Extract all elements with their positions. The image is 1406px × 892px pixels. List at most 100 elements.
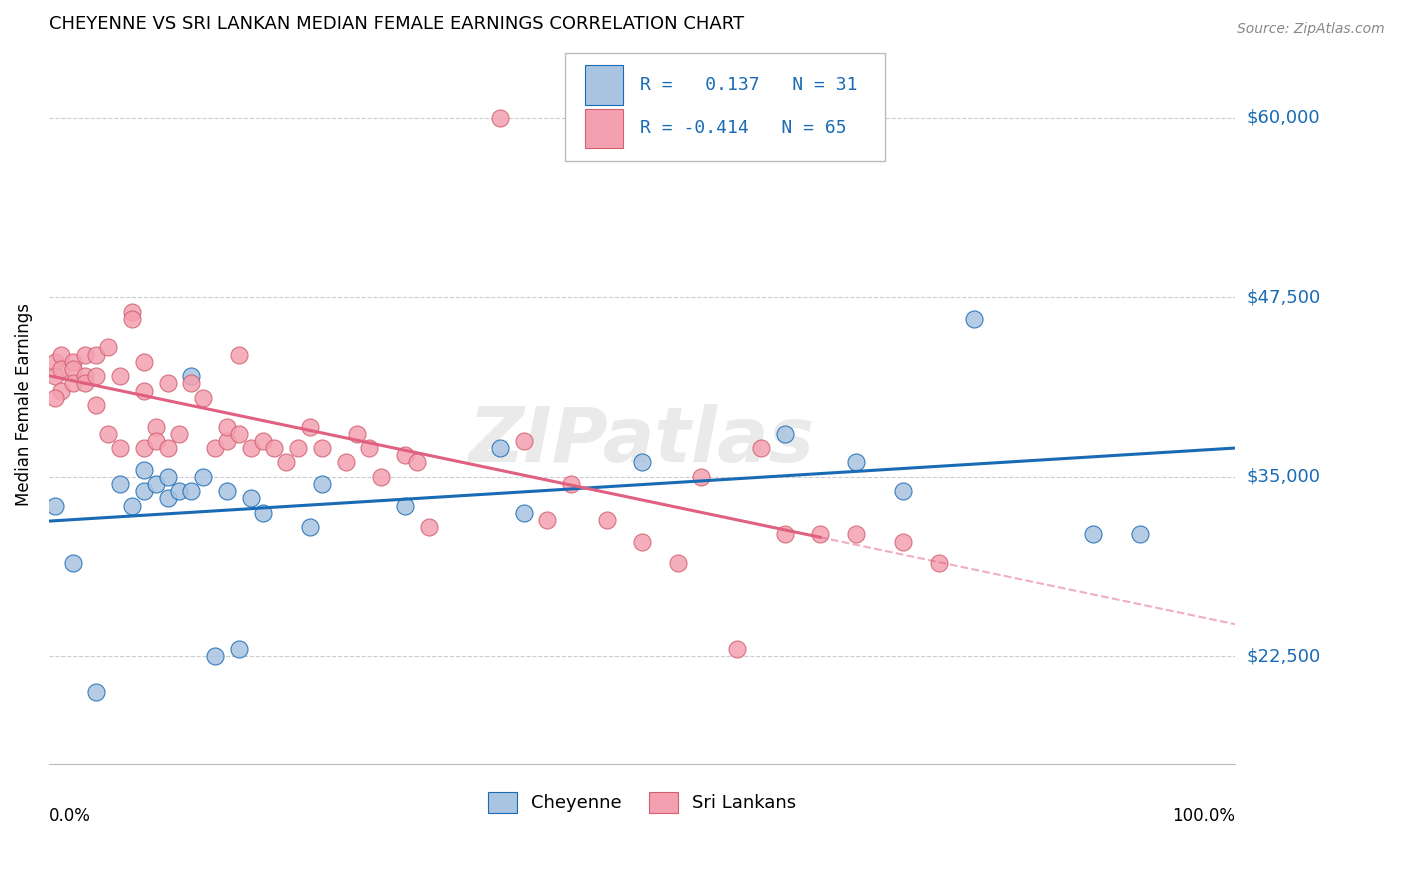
- Point: [132, 484, 155, 499]
- Point: [346, 426, 368, 441]
- Text: 0.0%: 0.0%: [49, 807, 91, 825]
- Point: [86, 685, 108, 699]
- Legend: Cheyenne, Sri Lankans: Cheyenne, Sri Lankans: [481, 785, 804, 820]
- Point: [808, 527, 831, 541]
- Point: [560, 477, 582, 491]
- Point: [180, 484, 202, 499]
- Point: [311, 441, 333, 455]
- Point: [132, 384, 155, 398]
- Point: [666, 556, 689, 570]
- Point: [180, 369, 202, 384]
- Point: [512, 506, 534, 520]
- Point: [252, 506, 274, 520]
- Point: [311, 477, 333, 491]
- Point: [298, 520, 321, 534]
- Point: [488, 111, 510, 125]
- Point: [512, 434, 534, 448]
- Point: [394, 499, 416, 513]
- Point: [215, 419, 238, 434]
- Point: [193, 470, 215, 484]
- Point: [287, 441, 309, 455]
- Point: [631, 455, 654, 469]
- Text: R = -0.414   N = 65: R = -0.414 N = 65: [640, 120, 846, 137]
- Point: [44, 391, 66, 405]
- Point: [276, 455, 298, 469]
- Point: [228, 348, 250, 362]
- Point: [145, 477, 167, 491]
- Point: [132, 355, 155, 369]
- Point: [132, 463, 155, 477]
- Point: [145, 419, 167, 434]
- Text: Source: ZipAtlas.com: Source: ZipAtlas.com: [1237, 22, 1385, 37]
- Point: [359, 441, 381, 455]
- Point: [108, 441, 131, 455]
- Text: $35,000: $35,000: [1247, 467, 1320, 486]
- Point: [215, 484, 238, 499]
- Point: [298, 419, 321, 434]
- Y-axis label: Median Female Earnings: Median Female Earnings: [15, 303, 32, 507]
- Point: [121, 499, 143, 513]
- Point: [418, 520, 440, 534]
- Text: 100.0%: 100.0%: [1173, 807, 1236, 825]
- Point: [536, 513, 558, 527]
- Point: [108, 369, 131, 384]
- Point: [62, 376, 84, 391]
- Text: $22,500: $22,500: [1247, 648, 1320, 665]
- Text: $47,500: $47,500: [1247, 288, 1320, 306]
- Point: [215, 434, 238, 448]
- Point: [239, 441, 262, 455]
- Point: [86, 369, 108, 384]
- Point: [44, 499, 66, 513]
- Point: [204, 441, 226, 455]
- Point: [204, 649, 226, 664]
- Text: ZIPatlas: ZIPatlas: [470, 404, 815, 478]
- Point: [1129, 527, 1152, 541]
- Point: [97, 426, 120, 441]
- Point: [845, 527, 868, 541]
- Point: [891, 484, 914, 499]
- Point: [252, 434, 274, 448]
- Point: [488, 441, 510, 455]
- Point: [193, 391, 215, 405]
- Point: [156, 441, 179, 455]
- Point: [121, 304, 143, 318]
- Point: [62, 362, 84, 376]
- Point: [145, 434, 167, 448]
- Point: [73, 369, 96, 384]
- Point: [62, 355, 84, 369]
- Point: [121, 311, 143, 326]
- Point: [405, 455, 427, 469]
- Point: [725, 642, 748, 657]
- Point: [239, 491, 262, 506]
- Point: [169, 426, 191, 441]
- Point: [631, 534, 654, 549]
- Point: [86, 398, 108, 412]
- Point: [891, 534, 914, 549]
- Point: [749, 441, 772, 455]
- Point: [62, 556, 84, 570]
- Point: [73, 376, 96, 391]
- Point: [44, 355, 66, 369]
- Text: $60,000: $60,000: [1247, 109, 1320, 127]
- Point: [180, 376, 202, 391]
- Point: [928, 556, 950, 570]
- FancyBboxPatch shape: [585, 109, 623, 148]
- Point: [1081, 527, 1104, 541]
- Point: [595, 513, 617, 527]
- Point: [97, 341, 120, 355]
- Text: R =   0.137   N = 31: R = 0.137 N = 31: [640, 76, 858, 95]
- Point: [773, 426, 796, 441]
- Point: [156, 376, 179, 391]
- Point: [228, 426, 250, 441]
- Point: [963, 311, 986, 326]
- Point: [263, 441, 285, 455]
- Point: [370, 470, 392, 484]
- Point: [49, 348, 72, 362]
- Text: CHEYENNE VS SRI LANKAN MEDIAN FEMALE EARNINGS CORRELATION CHART: CHEYENNE VS SRI LANKAN MEDIAN FEMALE EAR…: [49, 15, 744, 33]
- Point: [44, 369, 66, 384]
- Point: [49, 384, 72, 398]
- Point: [86, 348, 108, 362]
- Point: [156, 470, 179, 484]
- Point: [773, 527, 796, 541]
- Point: [132, 441, 155, 455]
